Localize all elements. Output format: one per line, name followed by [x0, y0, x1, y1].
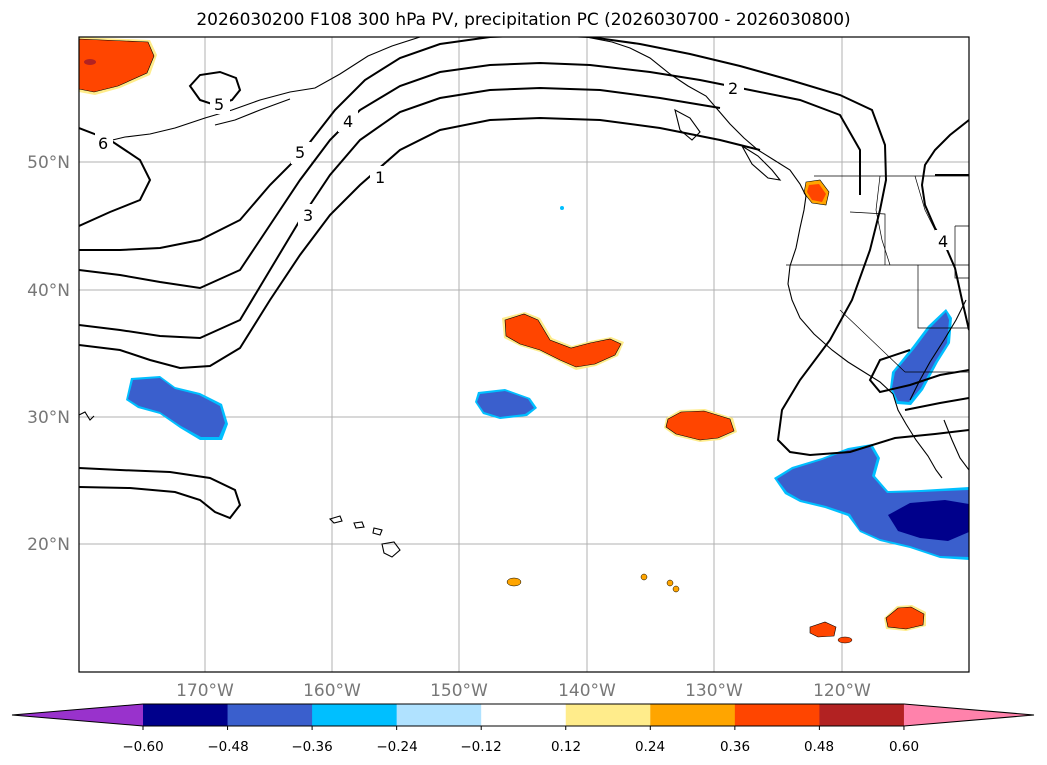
political-borders — [786, 175, 969, 373]
lon-label: 120°W — [813, 681, 871, 701]
map-frame — [78, 36, 970, 673]
colorbar-tick-label: −0.48 — [207, 739, 248, 755]
contour-label: 5 — [295, 143, 305, 162]
colorbar-tick-label: −0.12 — [460, 739, 501, 755]
coastlines — [79, 37, 969, 558]
pv-contours — [79, 37, 969, 520]
colorbar-segment — [565, 704, 651, 726]
lat-label: 50°N — [27, 153, 70, 173]
colorbar-tick-label: 0.36 — [720, 739, 750, 755]
map-background — [79, 37, 969, 672]
colorbar-tick-label: 0.12 — [551, 739, 581, 755]
colorbar-segment — [481, 704, 567, 726]
contour-label: 3 — [303, 206, 313, 225]
colorbar-tick-labels: −0.60 −0.48 −0.36 −0.24 −0.12 0.12 0.24 … — [122, 739, 919, 755]
colorbar-segment — [396, 704, 482, 726]
lat-label: 40°N — [27, 281, 70, 301]
colorbar-extend-min — [12, 704, 143, 726]
lon-label: 150°W — [430, 681, 488, 701]
contour-label: 4 — [343, 112, 353, 131]
colorbar-segment — [734, 704, 820, 726]
contour-label: 4 — [938, 232, 948, 251]
lat-label: 30°N — [27, 408, 70, 428]
colorbar-tick-label: −0.36 — [291, 739, 332, 755]
colorbar-tick-label: 0.24 — [635, 739, 665, 755]
map-title: 2026030200 F108 300 hPa PV, precipitatio… — [196, 10, 851, 30]
colorbar-segment — [312, 704, 398, 726]
contour-label: 5 — [214, 95, 224, 114]
longitude-labels: 170°W 160°W 150°W 140°W 130°W 120°W — [176, 681, 871, 701]
contour-label: 2 — [728, 79, 738, 98]
contour-labels: 5 4 5 3 1 6 2 4 — [95, 77, 953, 251]
contour-label: 6 — [98, 134, 108, 153]
contour-label: 1 — [375, 168, 385, 187]
precip-positive-anomalies — [79, 37, 926, 644]
lon-label: 170°W — [176, 681, 234, 701]
colorbar — [11, 703, 1035, 730]
colorbar-tick-label: −0.24 — [376, 739, 417, 755]
lon-label: 130°W — [685, 681, 743, 701]
lon-label: 160°W — [303, 681, 361, 701]
colorbar-tick-label: 0.48 — [804, 739, 834, 755]
colorbar-tick-label: 0.60 — [889, 739, 919, 755]
colorbar-tick-label: −0.60 — [122, 739, 163, 755]
lon-label: 140°W — [558, 681, 616, 701]
colorbar-segment — [819, 704, 905, 726]
colorbar-segment — [650, 704, 736, 726]
latitude-labels: 50°N 40°N 30°N 20°N — [27, 153, 70, 555]
colorbar-segment — [227, 704, 313, 726]
precip-negative-anomalies — [126, 206, 969, 560]
lat-label: 20°N — [27, 535, 70, 555]
colorbar-extend-max — [903, 704, 1034, 726]
colorbar-segment — [143, 704, 229, 726]
